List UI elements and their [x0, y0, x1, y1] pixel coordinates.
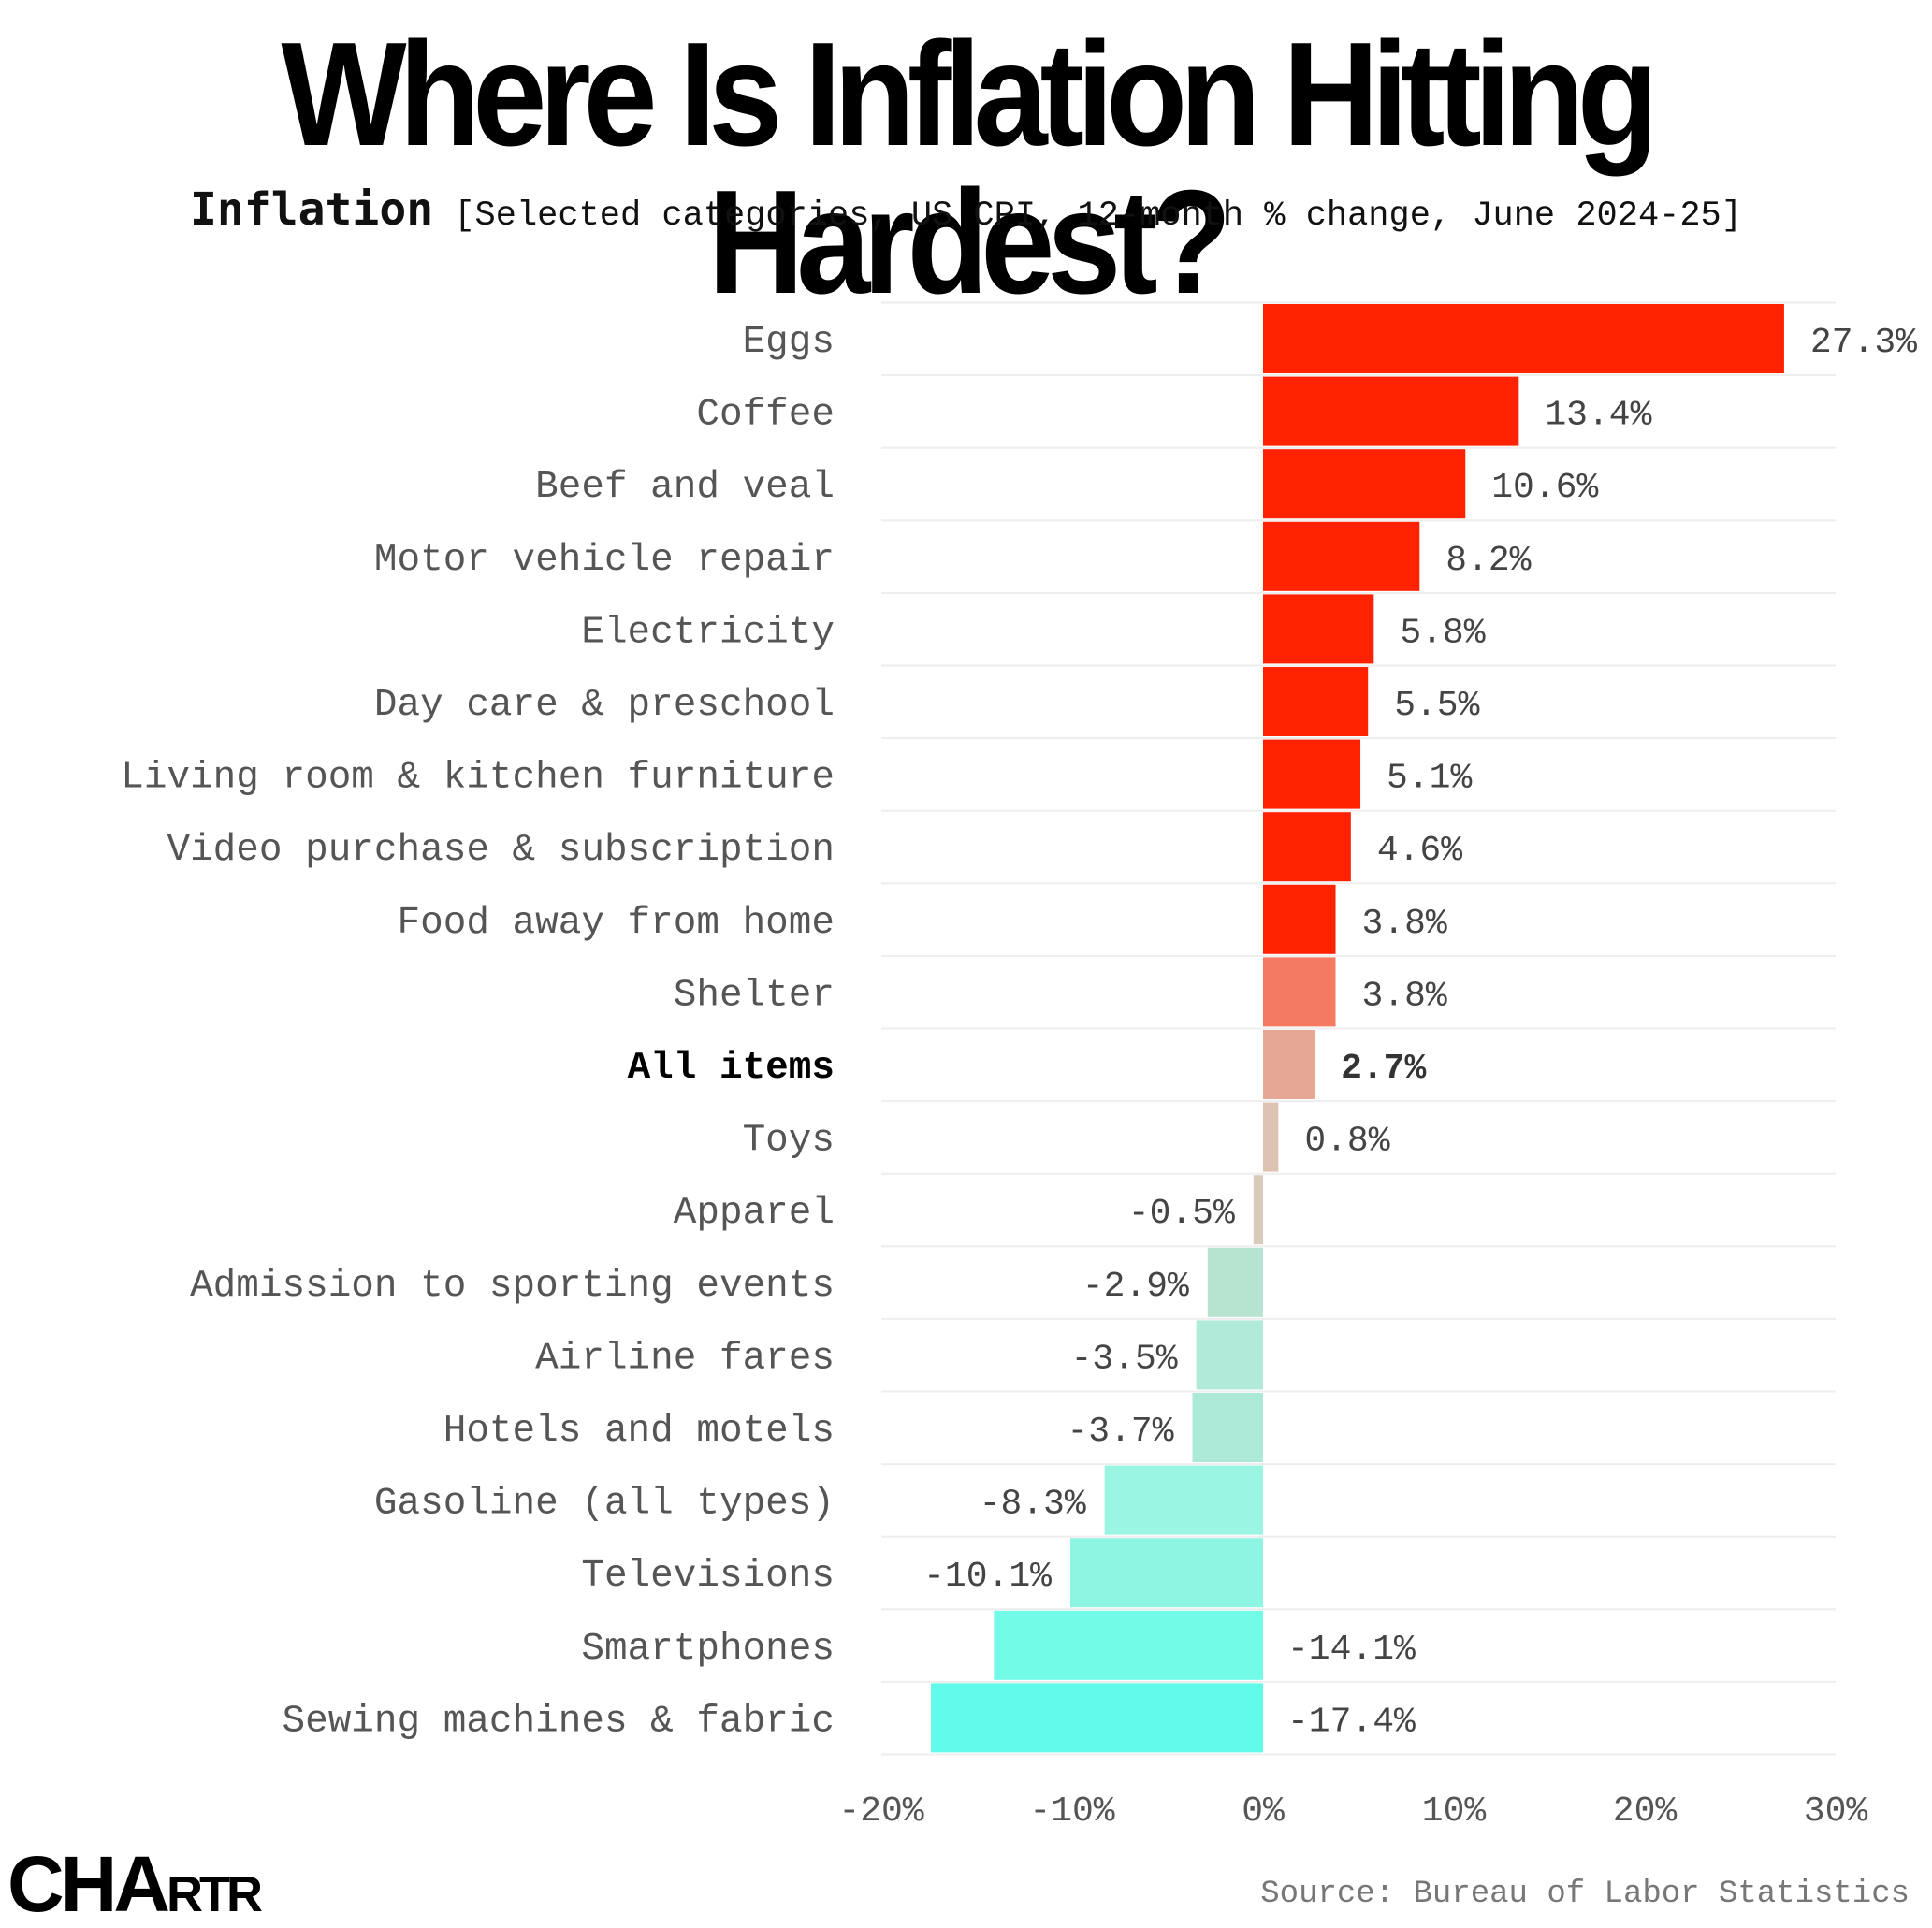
- category-label: Toys: [743, 1120, 835, 1163]
- value-label: -2.9%: [1082, 1267, 1189, 1307]
- value-label: 5.5%: [1394, 686, 1479, 726]
- value-label: 5.8%: [1400, 613, 1485, 653]
- value-label: 2.7%: [1341, 1049, 1426, 1089]
- category-label: Coffee: [696, 394, 835, 437]
- category-label: Video purchase & subscription: [167, 829, 835, 872]
- bar: [1196, 1320, 1263, 1390]
- bar: [1263, 667, 1369, 736]
- subtitle-detail: [Selected categories, US CPI, 12-month %…: [454, 196, 1742, 236]
- value-label: 0.8%: [1304, 1122, 1389, 1162]
- value-label: 8.2%: [1445, 541, 1531, 581]
- chartr-logo: CHARTR: [7, 1845, 263, 1923]
- category-label: Electricity: [581, 611, 835, 654]
- bar: [1263, 739, 1361, 809]
- bar: [1263, 812, 1351, 882]
- category-label: All items: [628, 1047, 835, 1090]
- category-label: Motor vehicle repair: [374, 539, 835, 582]
- category-label: Televisions: [581, 1555, 835, 1598]
- value-label: -17.4%: [1287, 1702, 1416, 1742]
- value-label: -10.1%: [923, 1557, 1052, 1597]
- bar: [1253, 1175, 1263, 1245]
- value-label: 10.6%: [1491, 468, 1598, 508]
- x-tick-label: 10%: [1422, 1791, 1487, 1832]
- category-label: Beef and veal: [535, 466, 835, 509]
- bar: [1263, 1030, 1315, 1099]
- bar: [1263, 449, 1466, 519]
- category-label: Hotels and motels: [443, 1410, 835, 1453]
- bar: [1069, 1538, 1263, 1608]
- x-tick-label: -10%: [1029, 1791, 1114, 1832]
- bar: [1263, 884, 1336, 954]
- subtitle-main: Inflation: [190, 183, 434, 236]
- category-label: Sewing machines & fabric: [283, 1700, 835, 1743]
- value-label: 4.6%: [1377, 831, 1462, 871]
- bar: [1263, 304, 1784, 373]
- category-label: Food away from home: [398, 902, 835, 945]
- bar: [1263, 1102, 1279, 1172]
- value-label: -0.5%: [1128, 1194, 1235, 1234]
- category-label: Day care & preschool: [374, 684, 835, 727]
- category-label: Shelter: [674, 974, 835, 1017]
- bar: [1192, 1393, 1263, 1462]
- bar: [1263, 521, 1420, 591]
- value-label: 27.3%: [1810, 323, 1917, 363]
- category-label: Eggs: [743, 321, 835, 364]
- x-tick-label: 20%: [1613, 1791, 1678, 1832]
- logo-part2: RTR: [167, 1866, 263, 1922]
- value-label: 3.8%: [1362, 976, 1447, 1016]
- x-tick-label: 30%: [1804, 1791, 1868, 1832]
- chart-subtitle: Inflation [Selected categories, US CPI, …: [0, 183, 1932, 238]
- x-tick-label: 0%: [1242, 1791, 1285, 1832]
- source-note: Source: Bureau of Labor Statistics: [1260, 1877, 1910, 1912]
- chart-title: Where Is Inflation Hitting Hardest?: [281, 12, 1658, 325]
- category-label: Airline fares: [535, 1337, 835, 1380]
- value-label: -14.1%: [1287, 1630, 1416, 1670]
- value-label: -3.7%: [1067, 1412, 1173, 1452]
- bar: [1263, 376, 1519, 446]
- value-label: 3.8%: [1362, 904, 1447, 944]
- category-label: Living room & kitchen furniture: [121, 757, 835, 800]
- x-tick-label: -20%: [838, 1791, 923, 1832]
- bar: [1263, 594, 1374, 664]
- bar: [1263, 957, 1336, 1027]
- value-label: -3.5%: [1071, 1339, 1178, 1379]
- bar: [931, 1683, 1263, 1753]
- logo-part1: CHA: [7, 1840, 170, 1928]
- bar: [1207, 1247, 1263, 1317]
- category-label: Smartphones: [581, 1628, 835, 1671]
- category-label: Admission to sporting events: [190, 1265, 835, 1308]
- value-label: 5.1%: [1387, 759, 1472, 799]
- category-label: Gasoline (all types): [374, 1483, 835, 1526]
- value-label: -8.3%: [980, 1485, 1086, 1525]
- bar: [1104, 1465, 1263, 1535]
- bar: [994, 1610, 1263, 1680]
- value-label: 13.4%: [1545, 396, 1651, 436]
- category-label: Apparel: [674, 1192, 835, 1235]
